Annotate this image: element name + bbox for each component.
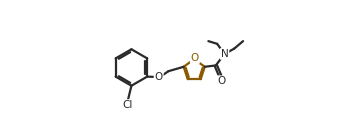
Text: O: O — [218, 76, 226, 86]
Text: N: N — [221, 49, 229, 59]
Text: O: O — [155, 72, 163, 82]
Text: O: O — [191, 53, 199, 63]
Text: Cl: Cl — [122, 100, 133, 110]
